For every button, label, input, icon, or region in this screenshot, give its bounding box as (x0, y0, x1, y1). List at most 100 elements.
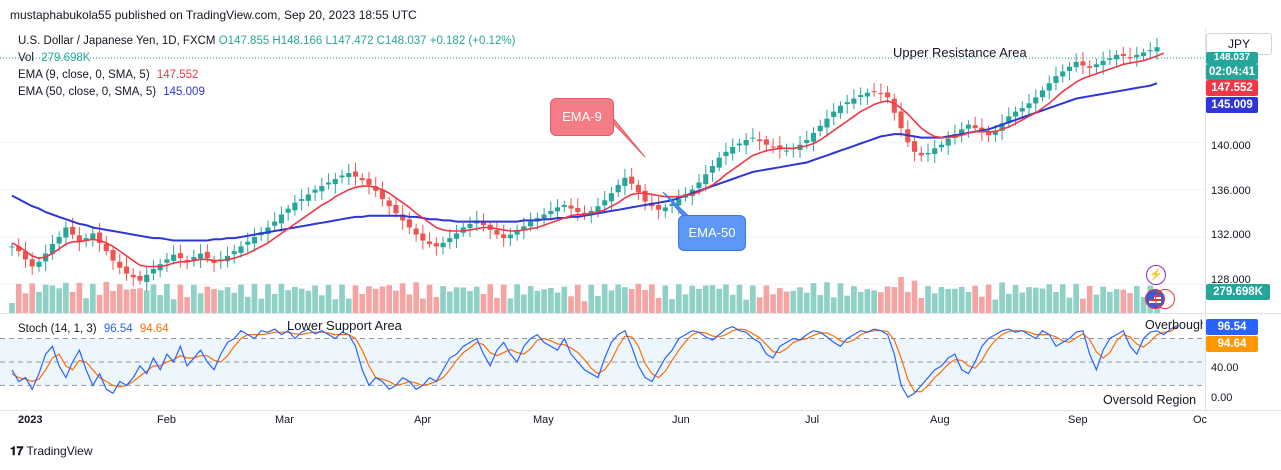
volume-bar (844, 295, 851, 313)
candle-body (1039, 90, 1046, 98)
volume-bar (285, 290, 291, 313)
volume-bar (231, 292, 238, 313)
candle-body (669, 203, 675, 206)
volume-bar (292, 286, 298, 313)
ema50-label[interactable]: EMA (50, close, 0, SMA, 5) (18, 86, 157, 98)
candle-body (891, 98, 897, 113)
candle-body (70, 226, 76, 235)
volume-bar (1032, 287, 1039, 313)
volume-bar (1066, 297, 1073, 313)
price-tick: 132.000 (1211, 229, 1251, 241)
ema50-price-tag: 145.009 (1206, 97, 1258, 113)
volume-bar (399, 283, 406, 313)
volume-bar (500, 284, 507, 313)
candle-body (817, 125, 823, 132)
candle-body (986, 132, 992, 136)
volume-bar (339, 284, 345, 313)
volume-bar (628, 288, 635, 313)
candle-body (824, 118, 830, 128)
volume-bar (642, 290, 648, 313)
volume-bar (137, 288, 143, 313)
brand-footer[interactable]: 𝟏𝟕 TradingView (10, 444, 93, 459)
volume-bar (96, 294, 103, 313)
lightning-icon[interactable]: ⚡ (1146, 265, 1166, 285)
candle-body (36, 261, 42, 267)
volume-bar (22, 293, 29, 313)
volume-bar (305, 290, 312, 313)
candle-body (393, 204, 399, 214)
candle-body (763, 139, 769, 145)
candle-body (918, 152, 924, 156)
volume-bar (622, 287, 628, 313)
volume-bar (945, 288, 952, 313)
vol-label[interactable]: Vol (18, 52, 34, 64)
volume-bar (36, 291, 42, 313)
candle-body (400, 214, 406, 221)
volume-bar (258, 298, 265, 313)
volume-bar (271, 293, 278, 313)
volume-bar (386, 285, 393, 313)
ema50-value: 145.009 (163, 86, 205, 98)
candle-body (595, 206, 601, 212)
symbol-name[interactable]: U.S. Dollar / Japanese Yen, 1D, FXCM (18, 35, 216, 47)
ema9-price-tag: 147.552 (1206, 80, 1258, 96)
ema9-label[interactable]: EMA (9, close, 0, SMA, 5) (18, 69, 150, 81)
candle-body (831, 111, 837, 118)
candle-body (938, 144, 945, 148)
candle-body (507, 234, 513, 239)
candle-body (305, 194, 311, 201)
volume-bar (972, 285, 978, 313)
volume-bar (1086, 285, 1093, 313)
candle-body (992, 130, 998, 135)
candle-body (656, 204, 662, 210)
stoch-k-line (11, 325, 1178, 399)
volume-bar (527, 285, 534, 313)
time-tick: Jul (805, 414, 820, 426)
volume-bar (985, 284, 992, 313)
stoch-label[interactable]: Stoch (14, 1, 3) (18, 323, 97, 335)
candle-body (1026, 103, 1032, 109)
candle-body (211, 259, 217, 263)
time-tick: Sep (1068, 414, 1088, 426)
volume-bar (810, 283, 817, 313)
candle-body (204, 251, 210, 259)
volume-bar (723, 284, 729, 313)
volume-bar (184, 297, 190, 313)
volume-bar (1039, 288, 1046, 313)
volume-bar (1113, 289, 1120, 313)
volume-bar (595, 295, 601, 313)
volume-bar (191, 284, 197, 313)
candle-body (521, 226, 527, 230)
volume-bar (244, 296, 251, 313)
volume-bar (682, 294, 689, 313)
candle-body (1060, 71, 1066, 77)
volume-bar (803, 292, 810, 313)
volume-bar (1133, 285, 1140, 313)
volume-bar (29, 283, 36, 313)
ema50-callout: EMA-50 (678, 215, 746, 251)
price-tick: 140.000 (1211, 140, 1251, 152)
candle-body (588, 210, 594, 214)
candle-body (339, 175, 345, 178)
candle-body (245, 241, 251, 245)
candle-body (757, 139, 763, 142)
volume-bar (884, 286, 891, 313)
event-ring-icon[interactable] (1155, 289, 1175, 309)
candle-body (96, 232, 103, 243)
candle-body (709, 166, 716, 173)
candle-body (932, 148, 938, 154)
volume-bar (157, 295, 164, 313)
candle-body (359, 178, 365, 181)
stoch-tick: 40.00 (1211, 362, 1239, 374)
volume-bar (662, 285, 669, 313)
candle-body (965, 124, 971, 129)
candle-body (164, 259, 170, 263)
candle-body (123, 266, 130, 274)
candle-body (224, 255, 231, 262)
candle-body (467, 223, 473, 229)
candle-body (480, 220, 487, 226)
volume-bar (318, 295, 325, 313)
candle-body (844, 102, 850, 105)
candle-body (723, 151, 729, 157)
